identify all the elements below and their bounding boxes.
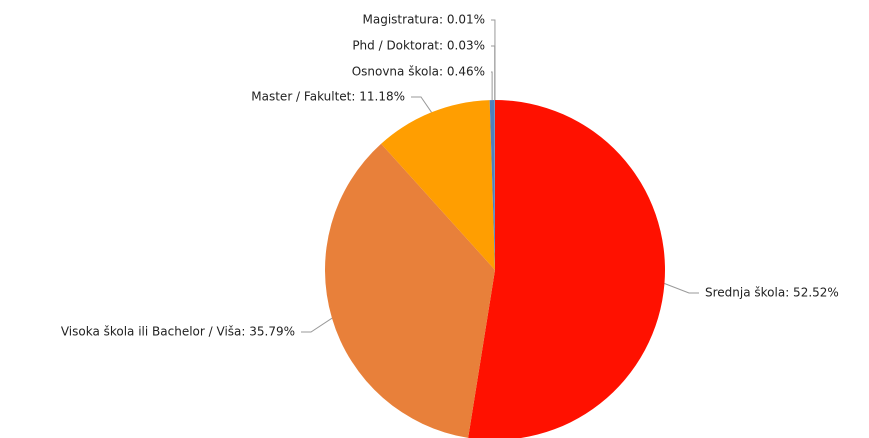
slice-label: Visoka škola ili Bachelor / Viša: 35.79%	[61, 325, 295, 339]
leader-line	[664, 283, 699, 294]
slice-label: Srednja škola: 52.52%	[705, 286, 839, 300]
slice-label: Osnovna škola: 0.46%	[352, 65, 485, 79]
leader-line	[491, 71, 493, 101]
slice-label: Magistratura: 0.01%	[363, 13, 485, 27]
pie-slice	[489, 100, 495, 270]
leader-line	[411, 96, 432, 113]
leader-line	[301, 317, 333, 333]
leader-line	[491, 19, 496, 100]
pie-slice	[381, 100, 495, 271]
leader-line	[491, 45, 496, 100]
slice-label: Master / Fakultet: 11.18%	[251, 90, 405, 104]
pie-slice	[324, 143, 495, 438]
pie-slice	[468, 100, 665, 438]
slice-label: Phd / Doktorat: 0.03%	[352, 39, 485, 53]
